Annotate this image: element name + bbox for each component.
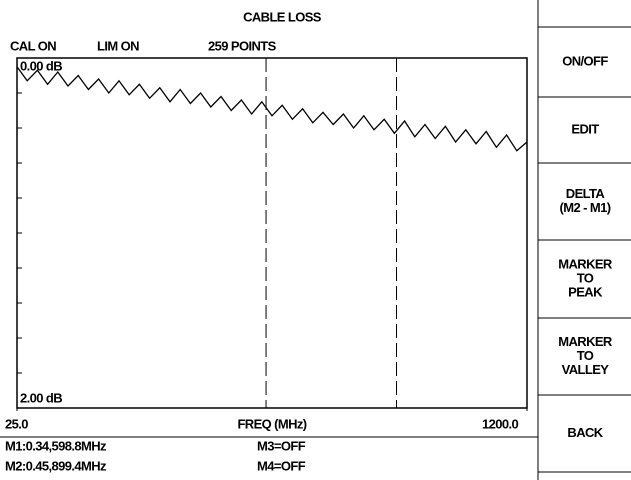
softkey-label: TO	[577, 270, 594, 285]
marker-status: M4=OFF	[257, 458, 306, 473]
y-tick-label: 0.00 dB	[20, 58, 62, 73]
status: LIM ON	[97, 38, 139, 53]
status: CAL ON	[10, 38, 56, 53]
marker-readout: M2:0.45,899.4MHz	[5, 458, 107, 473]
softkey-label: MARKER	[558, 256, 613, 271]
trace	[16, 66, 528, 152]
y-tick-label: 2.00 dB	[20, 390, 62, 405]
softkey-label: (M2 - M1)	[560, 200, 611, 215]
softkey-label: TO	[577, 348, 594, 363]
x-tick-label: 1200.0	[482, 416, 519, 431]
softkey-label: ON/OFF	[562, 53, 608, 68]
marker-status: M3=OFF	[257, 438, 306, 453]
title: CABLE LOSS	[243, 9, 322, 24]
softkey-label: VALLEY	[562, 362, 610, 377]
softkey-label: MARKER	[558, 334, 613, 349]
status: 259 POINTS	[208, 38, 277, 53]
softkey-label: EDIT	[571, 121, 599, 136]
softkey-label: BACK	[567, 425, 603, 440]
softkey-label: PEAK	[568, 284, 603, 299]
softkey-label: DELTA	[566, 186, 606, 201]
x-axis-label: FREQ (MHz)	[237, 416, 306, 431]
marker-readout: M1:0.34,598.8MHz	[5, 438, 107, 453]
x-tick-label: 25.0	[5, 416, 28, 431]
